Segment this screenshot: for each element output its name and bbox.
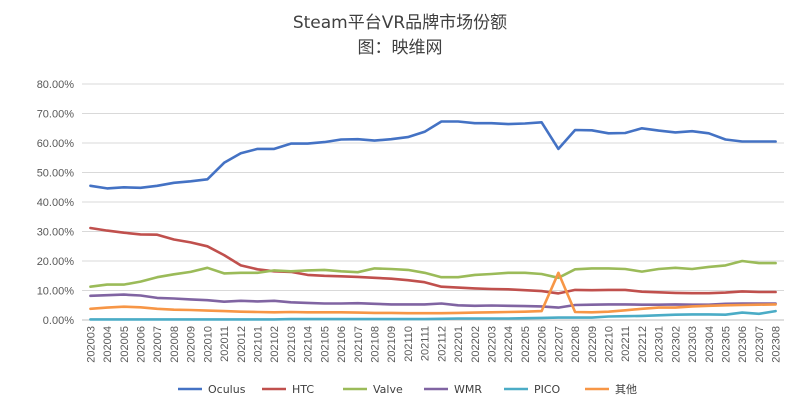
x-tick-label: 202304 (704, 326, 716, 363)
x-tick-label: 202009 (186, 326, 198, 363)
x-tick-label: 202207 (553, 326, 565, 363)
x-tick-label: 202111 (420, 326, 432, 361)
x-tick-label: 202209 (587, 326, 599, 363)
y-tick-label: 20.00% (37, 256, 75, 268)
x-tick-label: 202006 (136, 326, 148, 363)
legend-label: Oculus (208, 383, 246, 396)
x-tick-label: 202109 (386, 326, 398, 363)
x-tick-label: 202011 (219, 326, 231, 362)
x-tick-label: 202112 (436, 326, 448, 362)
x-tick-label: 202101 (253, 326, 265, 363)
x-tick-label: 202004 (102, 326, 114, 363)
x-tick-label: 202212 (637, 326, 649, 363)
x-tick-label: 202306 (737, 326, 749, 363)
y-tick-label: 30.00% (37, 227, 75, 239)
chart-subtitle: 图：映维网 (357, 38, 443, 58)
y-tick-label: 70.00% (37, 109, 75, 121)
x-tick-label: 202102 (269, 326, 281, 363)
x-tick-label: 202008 (169, 326, 181, 363)
x-tick-label: 202010 (202, 326, 214, 363)
x-tick-label: 202210 (604, 326, 616, 363)
legend-label: Valve (373, 383, 403, 396)
x-tick-label: 202303 (687, 326, 699, 363)
y-tick-label: 80.00% (37, 79, 75, 91)
x-tick-label: 202007 (152, 326, 164, 363)
series-line-Valve (89, 259, 777, 289)
x-tick-label: 202105 (319, 326, 331, 363)
legend-label: HTC (292, 383, 314, 396)
x-tick-label: 202201 (453, 326, 465, 363)
x-tick-label: 202305 (721, 326, 733, 363)
x-tick-label: 202203 (487, 326, 499, 363)
series-line-WMR (89, 293, 777, 309)
legend-label: 其他 (615, 383, 637, 396)
x-tick-label: 202106 (336, 326, 348, 363)
x-tick-label: 202103 (286, 326, 298, 363)
x-tick-label: 202205 (520, 326, 532, 363)
series-line-PICO (89, 309, 777, 321)
x-tick-label: 202208 (570, 326, 582, 363)
legend-label: PICO (534, 383, 561, 396)
x-tick-label: 202301 (654, 326, 666, 363)
x-tick-label: 202108 (370, 326, 382, 363)
x-tick-label: 202110 (403, 326, 415, 362)
x-tick-label: 202202 (470, 326, 482, 363)
chart-title: Steam平台VR品牌市场份额 (292, 13, 508, 33)
x-tick-label: 202206 (537, 326, 549, 363)
y-tick-label: 50.00% (37, 168, 75, 180)
x-tick-label: 202308 (771, 326, 783, 363)
x-tick-label: 202003 (85, 326, 97, 363)
x-tick-label: 202104 (303, 326, 315, 363)
x-tick-label: 202107 (353, 326, 365, 363)
y-tick-label: 0.00% (43, 315, 74, 327)
y-tick-label: 40.00% (37, 197, 75, 209)
series-line-HTC (89, 226, 777, 295)
series-line-其他 (89, 271, 777, 315)
x-tick-label: 202307 (754, 326, 766, 363)
x-tick-label: 202012 (236, 326, 248, 363)
y-tick-label: 10.00% (37, 286, 75, 298)
y-tick-label: 60.00% (37, 138, 75, 150)
series-line-Oculus (89, 120, 777, 190)
x-tick-label: 202211 (620, 326, 632, 362)
x-tick-label: 202204 (503, 326, 515, 363)
x-tick-label: 202302 (670, 326, 682, 363)
x-tick-label: 202005 (119, 326, 131, 363)
legend-label: WMR (454, 383, 482, 396)
